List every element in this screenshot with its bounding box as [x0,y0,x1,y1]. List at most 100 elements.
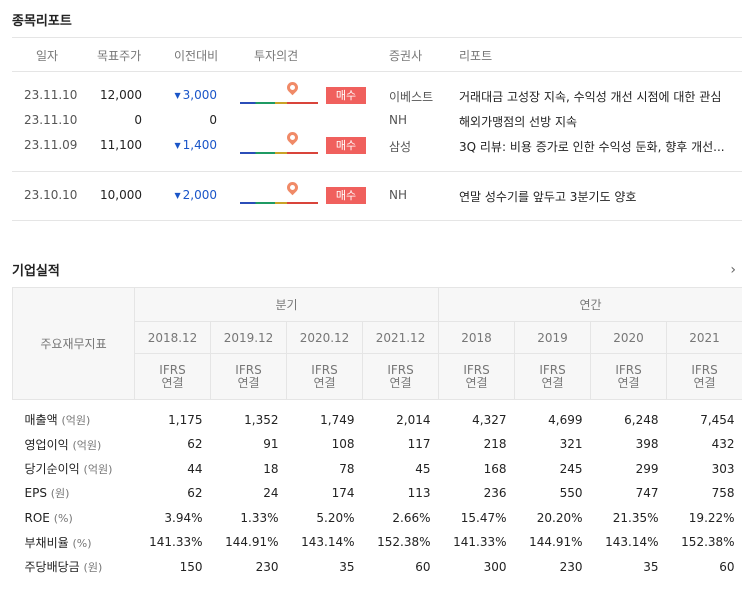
ifrs-text: IFRS [387,362,414,377]
header-report: 리포트 [459,49,493,63]
report-row[interactable]: 23.10.10 10,000 ▼ 2,000 매수 NH 연말 성수기를 앞두고 3분기도… [12,179,742,207]
report-broker: 삼성 [389,140,412,154]
period-header: 2020.12 [286,321,363,354]
period-header: 2019.12 [210,321,287,354]
report-change: 0 [209,113,217,127]
metric-value: 60 [415,559,431,574]
ifrs-text: IFRS [615,362,642,377]
metric-value: 21.35% [612,510,659,525]
metric-value: 44 [187,461,203,476]
metric-value: 168 [483,461,507,476]
period-header: 2021.12 [361,321,440,354]
metric-row: 부채비율 (%) 141.33% 144.91% 143.14% 152.38% 141.… [13,530,742,555]
report-title-link[interactable]: 3Q 리뷰: 비용 증가로 인한 수익성 둔화, 향후 개선... [459,140,725,154]
report-row[interactable]: 23.11.09 11,100 ▼ 1,400 매수 삼성 3Q 리뷰: 비용 증가로 인한… [12,129,742,157]
down-triangle-icon: ▼ [174,91,181,100]
report-row[interactable]: 23.11.10 12,000 ▼ 3,000 매수 이베스트 거래대금 고성장 지속, 수… [12,79,742,107]
metric-unit: (억원) [72,438,102,452]
report-broker: NH [389,113,407,127]
consolidated-text: 연결 [465,375,488,390]
metric-label: ROE (%) [13,506,135,531]
metric-value: 15.47% [460,510,507,525]
metric-row: 당기순이익 (억원) 44 18 78 45 168 245 299 303 [13,457,742,482]
header-opinion: 투자의견 [254,49,299,63]
ifrs-label: IFRS 연결 [134,353,211,400]
metric-value: 78 [339,461,355,476]
report-change: ▼ 1,400 [174,138,217,152]
metric-value: 230 [255,559,279,574]
report-title-link[interactable]: 거래대금 고성장 지속, 수익성 개선 시점에 대한 관심 [459,90,722,104]
metric-value: 245 [559,461,583,476]
metric-name: 매출액 [24,413,58,428]
metric-value: 7,454 [700,412,735,427]
opinion-gauge [240,79,318,107]
metric-unit: (%) [72,536,92,550]
metric-value: 143.14% [301,535,355,550]
metric-unit: (원) [50,487,70,501]
metric-value: 1,175 [168,412,203,427]
metric-value: 117 [407,437,431,452]
report-target-price: 0 [134,113,142,127]
reports-table-header: 일자 목표주가 이전대비 투자의견 증권사 리포트 [12,37,742,72]
report-row[interactable]: 23.11.10 0 0 NH 해외가맹점의 선방 지속 [12,110,742,132]
metric-value: 35 [643,559,659,574]
report-broker: NH [389,188,407,202]
divider [12,220,742,221]
metric-label: 영업이익 (억원) [13,432,135,457]
metric-unit: (%) [53,511,73,525]
metric-value: 152.38% [377,535,431,550]
metric-label: 당기순이익 (억원) [13,457,135,482]
metric-value: 4,699 [548,412,583,427]
metric-value: 236 [483,486,507,501]
opinion-badge: 매수 [326,87,366,104]
reports-section-title: 종목리포트 [12,14,72,29]
metric-row: ROE (%) 3.94% 1.33% 5.20% 2.66% 15.47% 20.20% 2… [13,506,742,531]
metric-value: 230 [559,559,583,574]
metric-value: 141.33% [453,535,507,550]
metric-value: 108 [331,437,355,452]
ifrs-text: IFRS [311,362,338,377]
metric-value: 62 [187,437,203,452]
performance-section-title: 기업실적 [12,264,60,279]
down-triangle-icon: ▼ [174,141,181,150]
ifrs-text: IFRS [463,362,490,377]
metric-value: 1,749 [320,412,355,427]
metric-value: 5.20% [316,510,355,525]
report-date: 23.11.10 [24,88,78,102]
report-date: 23.11.09 [24,138,78,152]
metric-value: 300 [483,559,507,574]
report-title-link[interactable]: 연말 성수기를 앞두고 3분기도 양호 [459,190,637,204]
metric-label: 매출액 (억원) [13,408,135,433]
metric-row: 매출액 (억원) 1,175 1,352 1,749 2,014 4,327 4,699 6,… [13,408,742,433]
ifrs-text: IFRS [691,362,718,377]
report-change: ▼ 3,000 [174,88,217,102]
location-pin-icon [284,179,301,196]
down-triangle-icon: ▼ [174,191,181,200]
metric-value: 398 [635,437,659,452]
opinion-badge: 매수 [326,137,366,154]
metric-value: 1.33% [240,510,279,525]
opinion-gauge [240,129,318,157]
header-change: 이전대비 [174,49,219,63]
ifrs-text: IFRS [539,362,566,377]
ifrs-text: IFRS [159,362,186,377]
metric-value: 303 [711,461,735,476]
consolidated-text: 연결 [617,375,640,390]
period-header: 2020 [590,321,668,354]
chevron-right-icon[interactable]: › [730,262,736,278]
metric-value: 20.20% [536,510,583,525]
header-date: 일자 [36,49,59,63]
report-change-value: 1,400 [182,138,217,152]
metric-value: 4,327 [472,412,507,427]
metric-label-header: 주요재무지표 [12,287,135,400]
metric-value: 550 [559,486,583,501]
ifrs-label: IFRS 연결 [210,353,287,400]
report-title-link[interactable]: 해외가맹점의 선방 지속 [459,115,578,129]
period-header: 2018.12 [134,321,211,354]
metric-value: 62 [187,486,203,501]
consolidated-text: 연결 [693,375,716,390]
report-change-value: 2,000 [182,188,217,202]
ifrs-label: IFRS 연결 [590,353,668,400]
performance-table: 주요재무지표 분기 연간 2018.12 2019.12 2020.12 2021.1… [12,287,742,579]
metric-value: 758 [711,486,735,501]
